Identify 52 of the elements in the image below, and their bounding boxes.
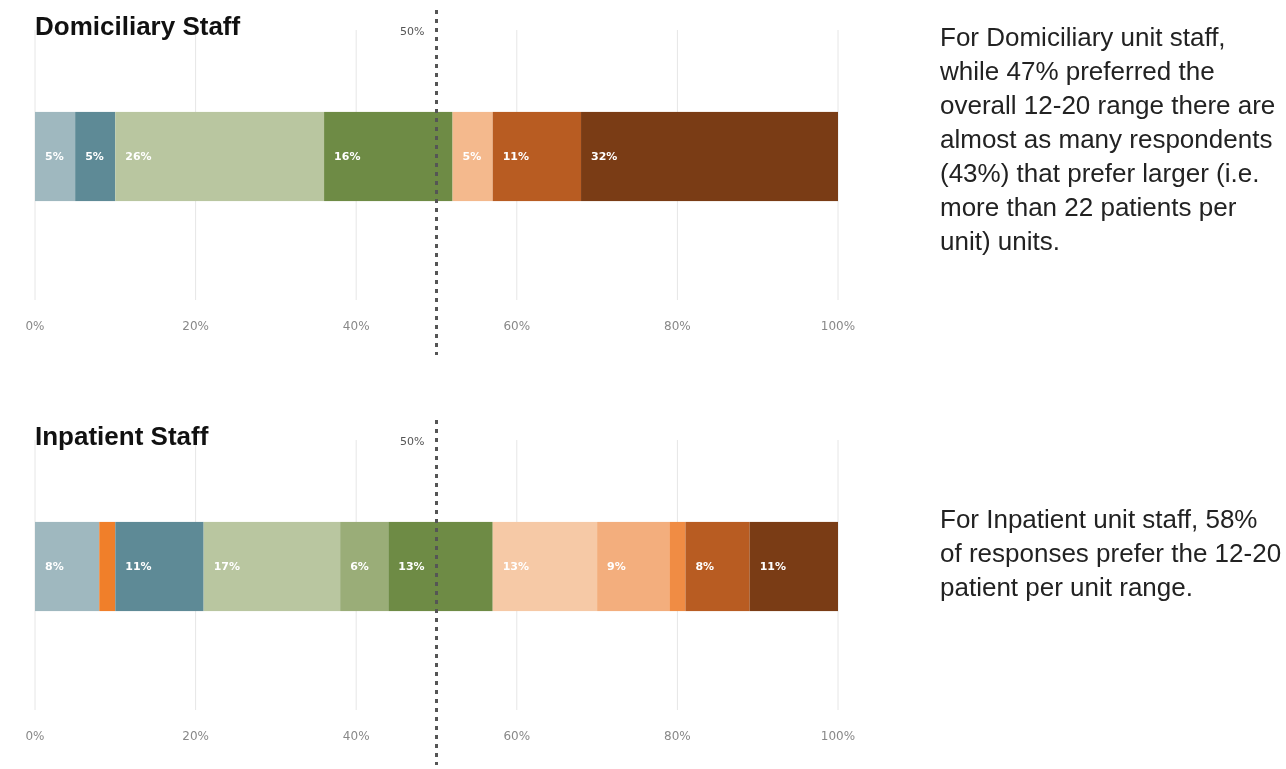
bar — [99, 521, 116, 612]
data-label: 8% — [45, 560, 64, 574]
ref-line-label: 50% — [400, 435, 425, 448]
bar — [492, 111, 582, 202]
data-label: 5% — [85, 150, 104, 164]
x-tick-label: 20% — [182, 319, 209, 333]
bar — [685, 521, 750, 612]
x-tick-label: 80% — [664, 319, 691, 333]
chart-title: Inpatient Staff — [35, 421, 209, 451]
data-label: 16% — [334, 150, 361, 164]
bar — [597, 521, 670, 612]
data-label: 11% — [502, 150, 530, 164]
x-tick-label: 20% — [182, 729, 209, 743]
chart-title: Domiciliary Staff — [35, 11, 241, 41]
bar — [749, 521, 838, 612]
bar — [115, 111, 325, 202]
data-label: 11% — [125, 560, 152, 574]
data-label: 5% — [45, 150, 64, 164]
bar — [452, 111, 493, 202]
x-tick-label: 100% — [820, 319, 856, 333]
bar — [669, 521, 686, 612]
x-tick-label: 0% — [25, 319, 45, 333]
data-label: 13% — [502, 560, 530, 574]
x-tick-label: 80% — [664, 729, 691, 743]
data-label: 13% — [398, 560, 425, 574]
bar — [324, 111, 453, 202]
data-label: 32% — [591, 150, 618, 164]
x-tick-label: 100% — [820, 729, 856, 743]
x-tick-label: 40% — [342, 319, 370, 333]
data-label: 26% — [125, 150, 152, 164]
data-label: 17% — [213, 560, 240, 574]
data-label: 6% — [350, 560, 369, 574]
bar — [203, 521, 341, 612]
bar — [35, 111, 76, 202]
bar — [115, 521, 204, 612]
x-tick-label: 60% — [503, 729, 531, 743]
bar — [340, 521, 389, 612]
data-label: 5% — [462, 150, 482, 164]
bar — [388, 521, 493, 612]
bar — [75, 111, 116, 202]
x-tick-label: 0% — [25, 729, 45, 743]
x-tick-label: 60% — [503, 319, 531, 333]
data-label: 9% — [607, 560, 626, 574]
data-label: 11% — [759, 560, 787, 574]
bar — [35, 521, 100, 612]
text: For Inpatient unit staff, 58% of responses prefer the 12-20 patient per unit range. — [940, 503, 1283, 604]
bar — [581, 111, 838, 202]
x-tick-label: 40% — [342, 729, 370, 743]
ref-line-label: 50% — [400, 25, 425, 38]
text: For Domiciliary unit staff, while 47% preferred the overall 12-20 range there are almost as many respondents (43%) that prefer larger (i.e. more than 22 patients per unit) units. — [940, 21, 1277, 258]
data-label: 8% — [695, 560, 715, 574]
bar — [492, 521, 598, 612]
